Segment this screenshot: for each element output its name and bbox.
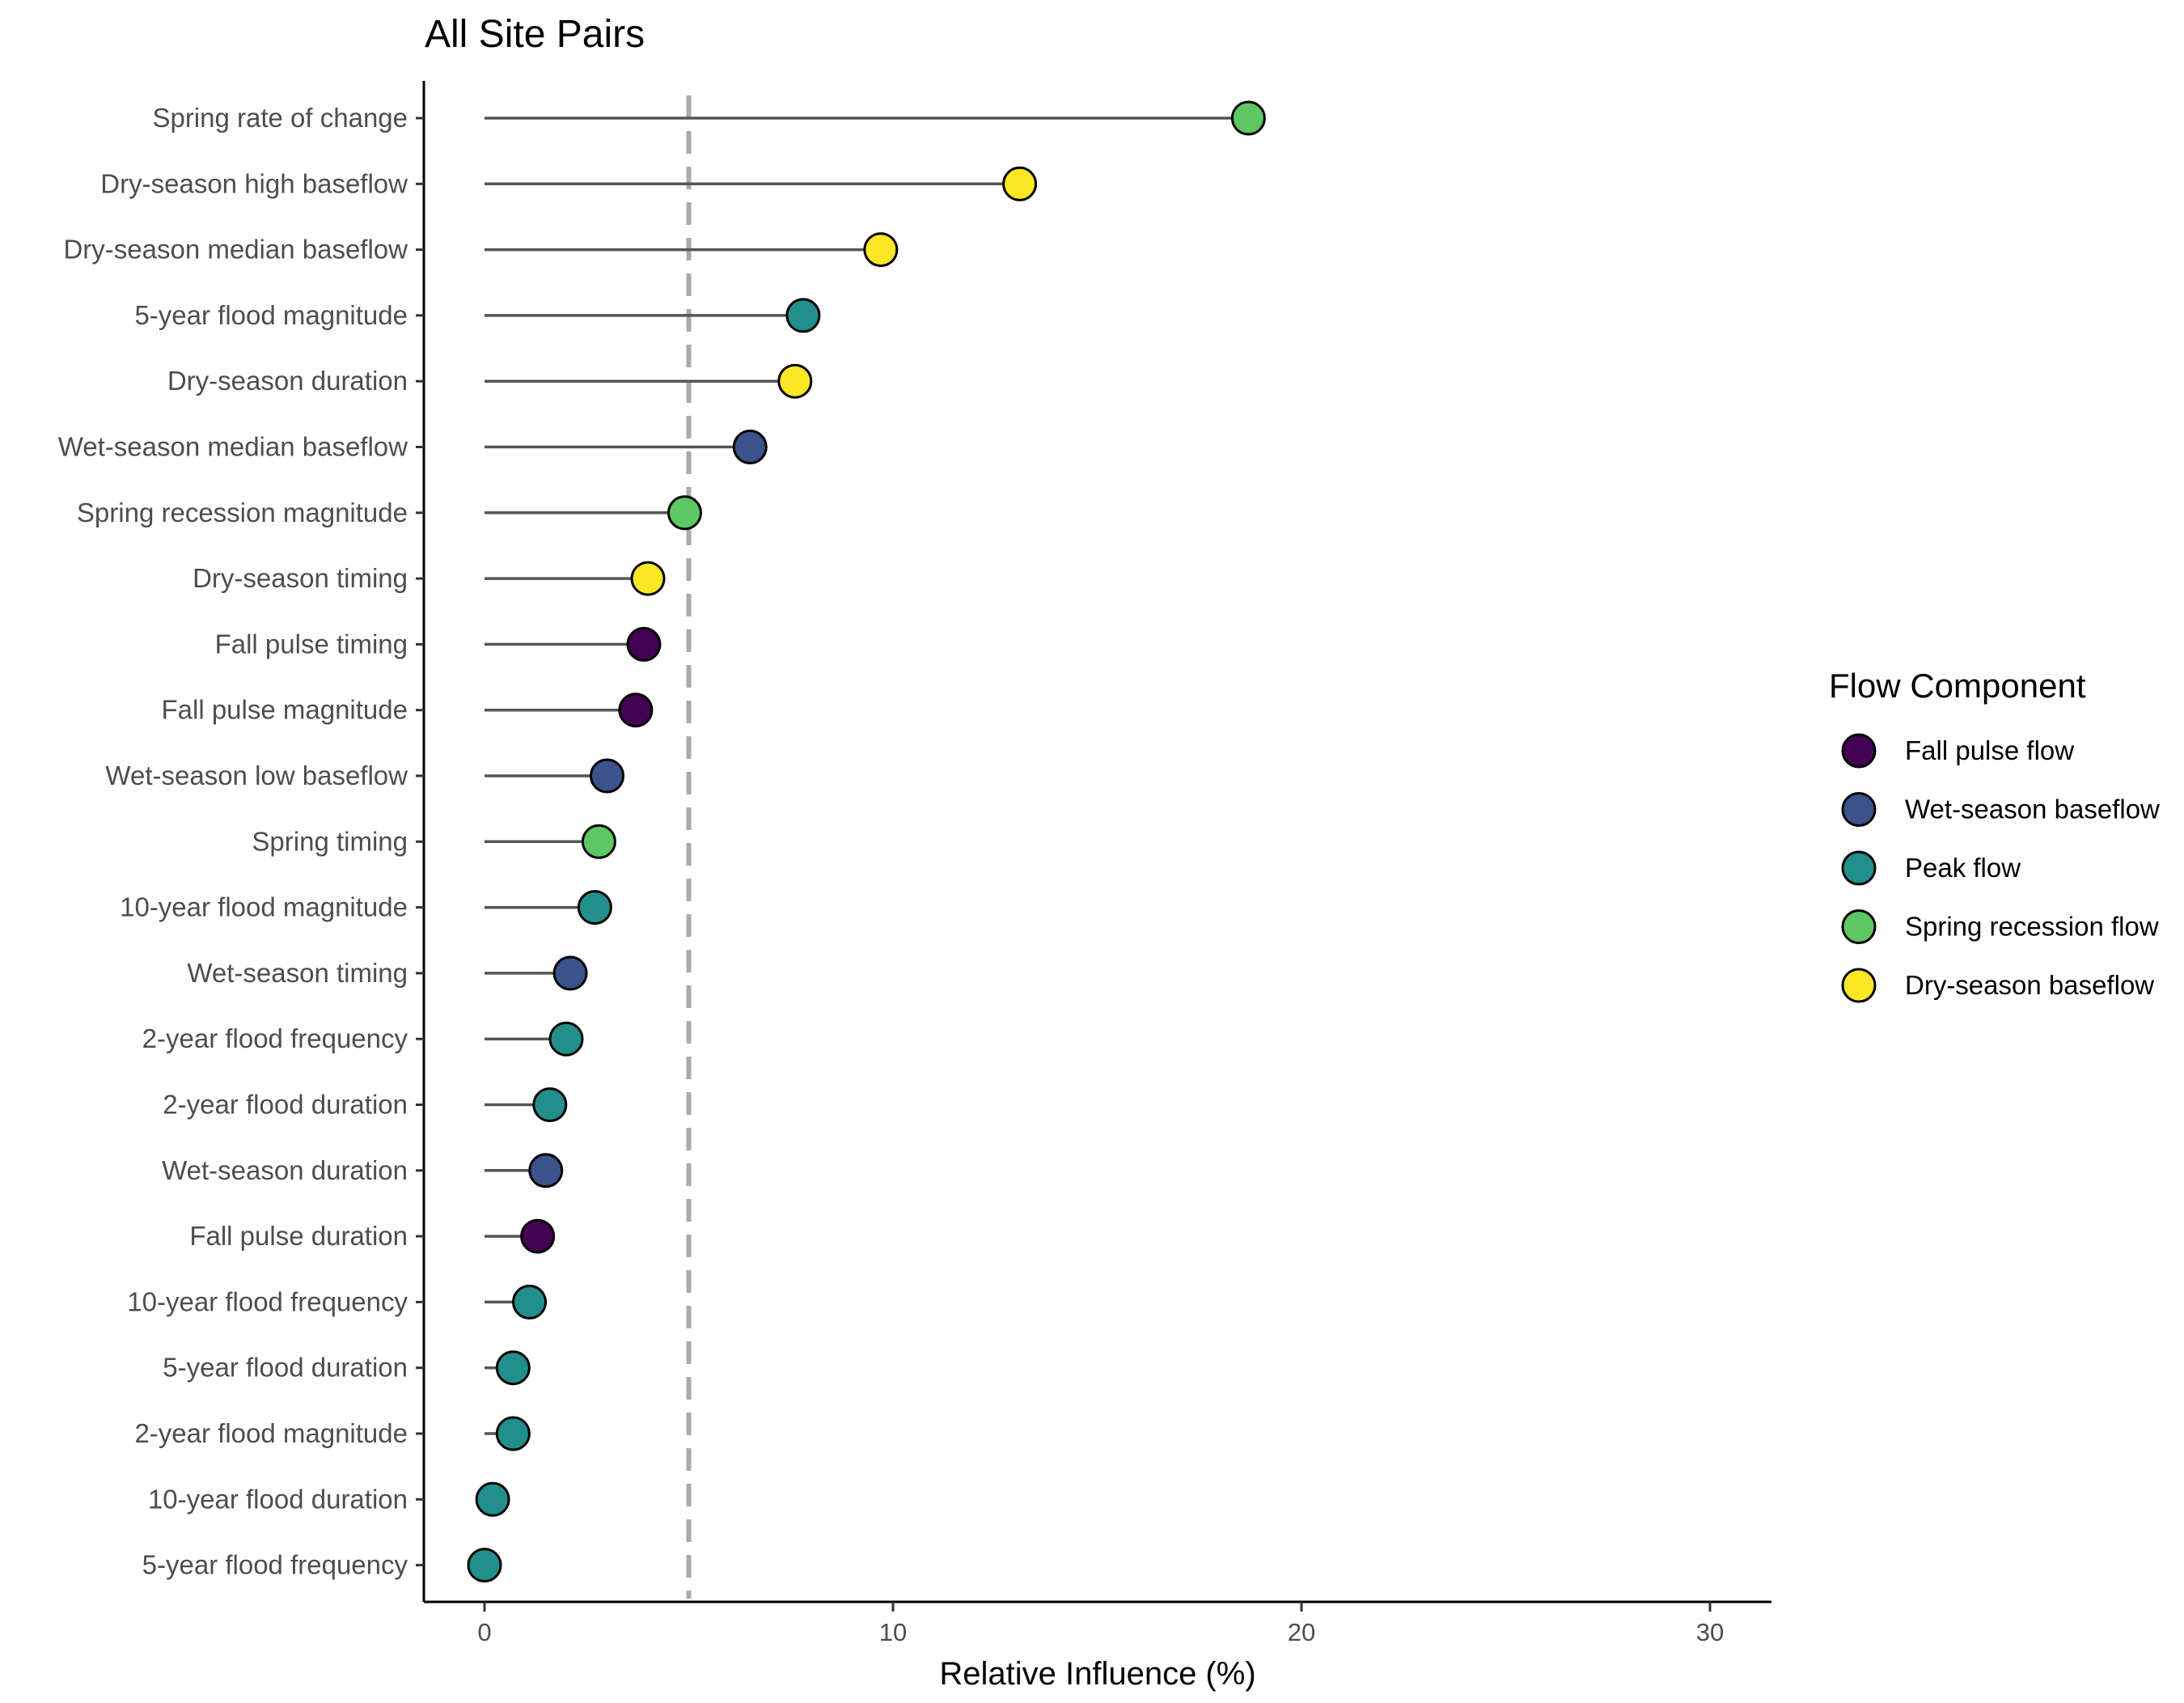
y-category-label: Fall pulse duration <box>189 1221 408 1251</box>
lollipop-dot <box>732 430 768 464</box>
y-category-label: Dry-season duration <box>167 366 408 396</box>
legend-key <box>1841 733 1877 769</box>
x-tick-label: 0 <box>477 1618 491 1646</box>
lollipop-dot <box>630 561 666 596</box>
y-category-label: 2-year flood magnitude <box>134 1418 408 1448</box>
y-category-label: Wet-season duration <box>162 1155 408 1185</box>
lollipop-dot <box>577 890 612 926</box>
lollipop-dot <box>548 1021 584 1057</box>
lollipop-dot <box>618 693 654 728</box>
lollipop-dot <box>495 1350 531 1386</box>
chart-title: All Site Pairs <box>425 13 645 56</box>
y-category-label: Fall pulse magnitude <box>161 695 408 725</box>
y-category-label: Spring recession magnitude <box>77 498 408 527</box>
lollipop-dot <box>667 495 702 531</box>
legend-key <box>1841 792 1877 827</box>
legend: Flow Component Fall pulse flow Wet-season… <box>1829 667 2160 1003</box>
legend-label: Dry-season baseflow <box>1905 970 2154 1000</box>
lollipop-dot <box>1002 166 1038 201</box>
y-category-label: 5-year flood duration <box>163 1353 408 1383</box>
x-tick-label: 10 <box>879 1618 907 1646</box>
lollipop-dot <box>475 1481 510 1517</box>
y-category-label: 2-year flood frequency <box>142 1023 408 1053</box>
lollipop-dot <box>590 758 624 794</box>
y-category-label: 10-year flood magnitude <box>120 892 408 922</box>
legend-key <box>1841 850 1877 886</box>
x-tick-label: 30 <box>1696 1618 1724 1646</box>
y-category-label: 5-year flood frequency <box>142 1550 408 1580</box>
legend-key <box>1841 968 1877 1003</box>
plot-area: 0 10 20 30 Spring rate of change Dry-season h… <box>58 81 1771 1646</box>
lollipop-dot <box>1230 100 1266 136</box>
legend-label: Spring recession flow <box>1905 912 2159 942</box>
legend-label: Wet-season baseflow <box>1905 794 2160 824</box>
y-category-label: 5-year flood magnitude <box>134 300 408 330</box>
lollipop-dot <box>552 955 588 991</box>
y-category-label: Dry-season median baseflow <box>63 235 408 265</box>
lollipop-dot <box>626 626 662 662</box>
y-category-label: 2-year flood duration <box>163 1090 408 1120</box>
lollipop-dot <box>777 363 813 399</box>
legend-title: Flow Component <box>1829 667 2086 705</box>
y-category-label: Spring timing <box>252 826 408 856</box>
legend-key <box>1841 909 1877 944</box>
lollipop-dot <box>785 298 821 333</box>
y-category-label: 10-year flood duration <box>148 1484 408 1514</box>
lollipop-dot <box>532 1087 568 1122</box>
y-category-label: Wet-season median baseflow <box>58 432 408 462</box>
y-category-label: Wet-season low baseflow <box>105 760 408 790</box>
x-tick-label: 20 <box>1288 1618 1315 1646</box>
lollipop-dot <box>467 1548 502 1583</box>
y-category-label: Dry-season high baseflow <box>100 168 408 198</box>
lollipop-dot <box>512 1284 548 1320</box>
lollipop-dot <box>520 1218 556 1254</box>
y-category-label: Wet-season timing <box>187 958 408 988</box>
y-category-label: Spring rate of change <box>152 103 408 133</box>
y-category-label: 10-year flood frequency <box>127 1286 408 1316</box>
lollipop-dot <box>863 232 899 268</box>
legend-label: Fall pulse flow <box>1905 735 2074 765</box>
y-category-label: Dry-season timing <box>193 563 408 593</box>
lollipop-dot <box>495 1416 531 1451</box>
legend-label: Peak flow <box>1905 853 2021 883</box>
x-axis-title: Relative Influence (%) <box>939 1656 1255 1692</box>
y-category-label: Fall pulse timing <box>215 629 408 659</box>
lollipop-dot <box>581 824 616 859</box>
lollipop-dot <box>528 1153 564 1188</box>
